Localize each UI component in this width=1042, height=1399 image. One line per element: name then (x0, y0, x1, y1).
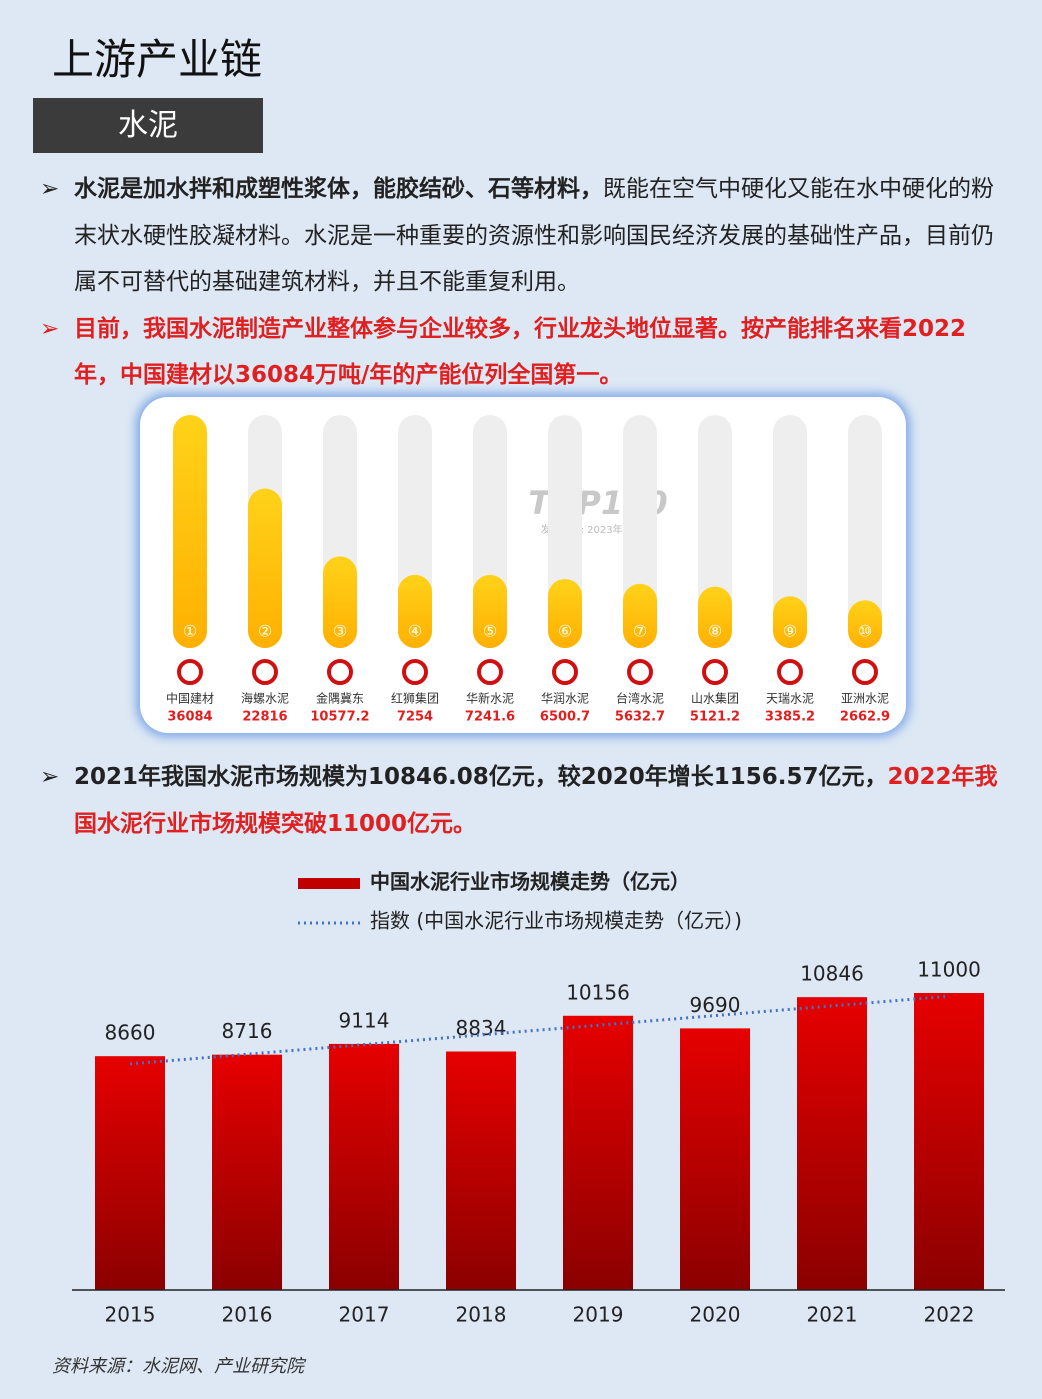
logo (702, 659, 728, 685)
track (773, 415, 807, 648)
x-tick-label: 2015 (105, 1303, 156, 1327)
company-name: 亚洲水泥 (841, 692, 889, 706)
company-name: 华新水泥 (466, 691, 514, 706)
bar (773, 596, 807, 648)
bar (95, 1056, 165, 1290)
bar (173, 415, 207, 648)
bar (323, 556, 357, 648)
x-tick-label: 2018 (456, 1303, 507, 1327)
text-block: 水泥是加水拌和成塑性浆体，能胶结砂、石等材料，既能在空气中硬化又能在水中硬化的粉… (40, 166, 1000, 399)
text-block: 2021年我国水泥市场规模为10846.08亿元，较2020年增长1156.57… (40, 754, 1000, 847)
logo (327, 659, 353, 685)
bar (329, 1043, 399, 1290)
logo (402, 659, 428, 685)
rank: ⑥ (558, 622, 572, 641)
value-label: 5632.7 (615, 710, 665, 725)
company-name: 海螺水泥 (241, 691, 289, 706)
value-label: 10156 (566, 980, 630, 1004)
source: 资料来源：水泥网、产业研究院 (52, 1356, 304, 1377)
logo (177, 659, 203, 685)
company-name: 金隅冀东 (316, 691, 364, 706)
chart-panel: TOP100 发布日期: 2023年1月1日 ① 中国建材 36084 ② 海螺水泥 2281… (140, 397, 906, 733)
legend-label: 指数 (中国水泥行业市场规模走势（亿元）) (370, 909, 742, 933)
value-label: 5121.2 (690, 710, 740, 725)
bar (446, 1051, 516, 1290)
rank: ⑦ (633, 622, 647, 641)
company-name: 天瑞水泥 (766, 692, 814, 706)
company-name: 中国建材 (166, 691, 214, 706)
bar (398, 574, 432, 648)
bar (698, 586, 732, 648)
value-label: 8834 (456, 1016, 507, 1040)
bar (680, 1028, 750, 1290)
logo (477, 659, 503, 685)
company-name: 华润水泥 (541, 692, 589, 706)
x-tick-label: 2020 (690, 1303, 741, 1327)
company-name: 山水集团 (691, 691, 739, 706)
company-name: 红狮集团 (391, 691, 439, 706)
value-label: 9114 (339, 1008, 390, 1032)
bar (563, 1015, 633, 1290)
rank: ⑤ (483, 622, 497, 641)
logo (852, 659, 878, 685)
rank: ① (183, 622, 197, 641)
bar (848, 600, 882, 648)
bullet: 目前，我国水泥制造产业整体参与企业较多，行业龙头地位显著。按产能排名来看2022… (40, 306, 1000, 399)
text-run: 目前，我国水泥制造产业整体参与企业较多，行业龙头地位显著。 (74, 315, 741, 342)
logo (252, 659, 278, 685)
value-label: 8660 (105, 1021, 156, 1045)
x-tick-label: 2016 (222, 1303, 273, 1327)
bar (623, 583, 657, 648)
trend-line (129, 994, 950, 1066)
value-label: 10846 (800, 962, 864, 986)
x-tick-label: 2019 (573, 1303, 624, 1327)
value-label: 22816 (242, 710, 287, 725)
rank: ⑧ (708, 622, 722, 641)
company-name: 台湾水泥 (616, 691, 664, 706)
bar (548, 578, 582, 648)
rank: ⑨ (783, 622, 797, 641)
value-label: 3385.2 (765, 710, 815, 725)
page-title: 上游产业链 (52, 35, 263, 84)
rank: ⑩ (858, 622, 872, 641)
bar (248, 488, 282, 648)
value-label: 7241.6 (465, 710, 515, 725)
bar (212, 1054, 282, 1290)
text-run: 2021年我国水泥市场规模为10846.08亿元，较2020年增长1156.57… (74, 764, 888, 790)
x-tick-label: 2021 (807, 1303, 858, 1327)
legend-swatch (298, 878, 360, 889)
rank: ④ (408, 622, 422, 641)
text-run: 既能在空气中硬化又能在水中硬化的粉末状水硬性胶凝材料。水泥是一种重要的资源性和影… (74, 176, 994, 295)
track (848, 415, 882, 648)
logo (777, 659, 803, 685)
logo (552, 659, 578, 685)
value-label: 8716 (222, 1019, 273, 1043)
bullet: 2021年我国水泥市场规模为10846.08亿元，较2020年增长1156.57… (40, 754, 1000, 847)
text-run: 水泥是加水拌和成塑性浆体，能胶结砂、石等材料， (74, 176, 603, 202)
text-run: 按产能排名来看2022年，中国建材以36084万吨/年的产能位列全国第一。 (74, 315, 967, 389)
logo (627, 659, 653, 685)
chart: 中国水泥行业市场规模走势（亿元） 指数 (中国水泥行业市场规模走势（亿元）) 866… (72, 870, 1005, 1327)
rank: ③ (333, 622, 347, 641)
bar (914, 993, 984, 1290)
value-label: 36084 (167, 710, 212, 725)
value-label: 6500.7 (540, 710, 590, 725)
value-label: 11000 (917, 958, 981, 982)
value-label: 9690 (690, 993, 741, 1017)
value-label: 10577.2 (310, 710, 369, 725)
value-label: 2662.9 (840, 710, 890, 725)
rank: ② (258, 622, 272, 641)
value-label: 7254 (397, 710, 433, 725)
bar (797, 997, 867, 1290)
legend-label: 中国水泥行业市场规模走势（亿元） (370, 870, 690, 894)
bar (473, 574, 507, 648)
text-run: 2022年我国水泥行业市场规模突破11000亿元。 (74, 764, 998, 837)
bullet: 水泥是加水拌和成塑性浆体，能胶结砂、石等材料，既能在空气中硬化又能在水中硬化的粉… (40, 166, 1000, 306)
x-tick-label: 2017 (339, 1303, 390, 1327)
x-tick-label: 2022 (924, 1303, 975, 1327)
section-label: 水泥 (33, 98, 263, 153)
